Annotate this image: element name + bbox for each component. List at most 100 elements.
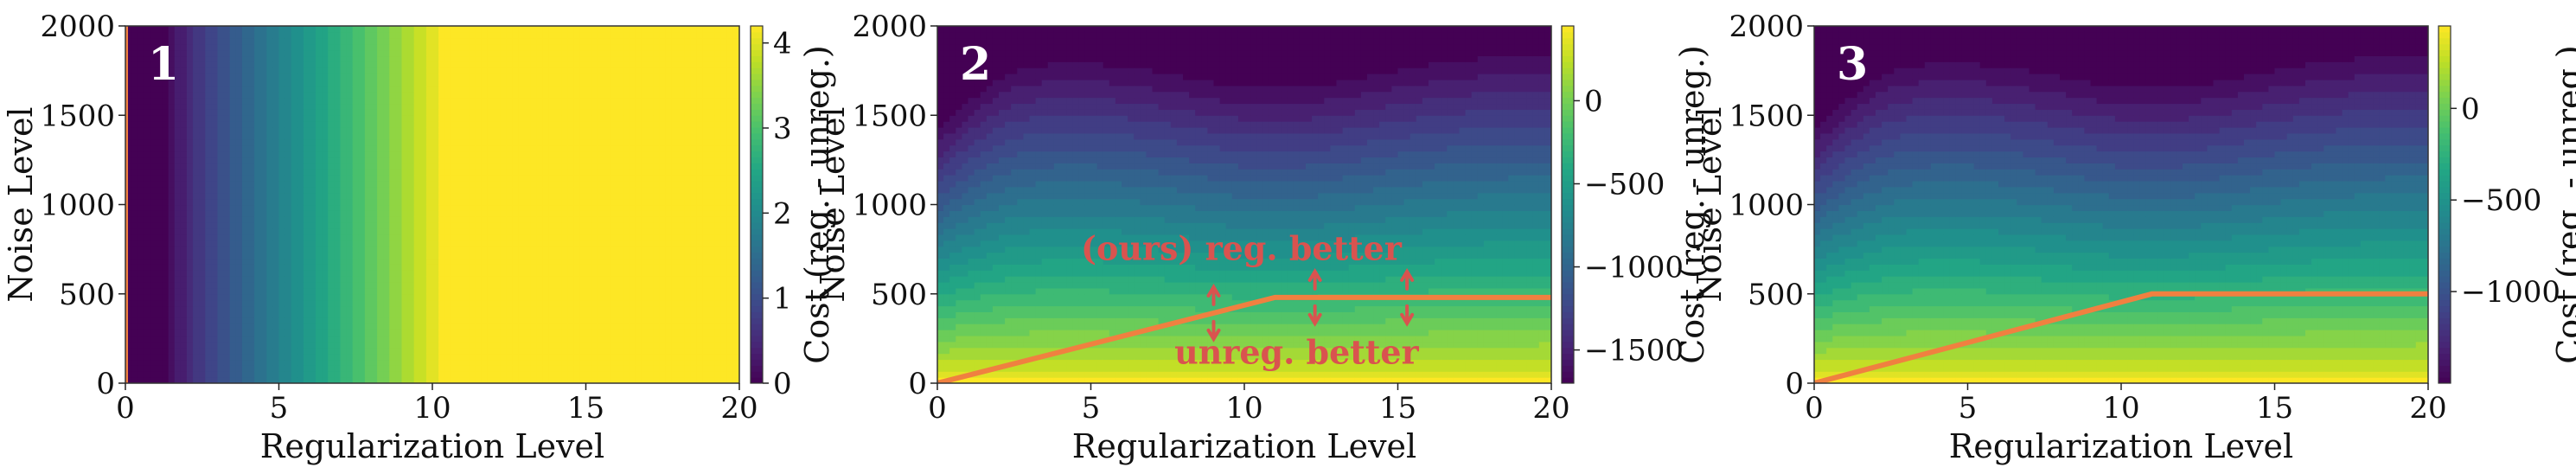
heatmap-cell [284, 61, 292, 68]
heatmap-cell [316, 67, 323, 74]
heatmap-cell [316, 121, 323, 128]
heatmap-cell [310, 341, 316, 349]
heatmap-cell [260, 311, 267, 318]
heatmap-cell [377, 210, 384, 217]
heatmap-cell [241, 377, 249, 383]
heatmap-cell [303, 144, 310, 152]
heatmap-cell [193, 109, 200, 116]
heatmap-cell [419, 371, 427, 378]
heatmap-cell [316, 287, 323, 295]
heatmap-cell [168, 377, 176, 383]
heatmap-cell [524, 121, 532, 128]
heatmap-cell [629, 26, 636, 33]
heatmap-cell [475, 264, 483, 271]
heatmap-cell [162, 127, 169, 134]
heatmap-cell [248, 281, 255, 289]
heatmap-cell [561, 26, 568, 33]
heatmap-cell [438, 222, 445, 229]
heatmap-cell [156, 365, 163, 372]
heatmap-cell [205, 67, 212, 74]
heatmap-cell [518, 335, 526, 343]
heatmap-cell [248, 246, 255, 253]
heatmap-cell [131, 121, 138, 128]
heatmap-cell [125, 311, 132, 318]
heatmap-cell [297, 61, 304, 68]
heatmap-cell [346, 97, 354, 105]
heatmap-cell [518, 67, 526, 74]
heatmap-cell [598, 210, 605, 217]
heatmap-cell [328, 210, 335, 217]
heatmap-cell [310, 317, 316, 324]
heatmap-cell [395, 293, 403, 301]
heatmap-cell [180, 163, 188, 170]
heatmap-cell [629, 121, 636, 128]
heatmap-cell [316, 330, 323, 336]
heatmap-cell [241, 299, 249, 307]
heatmap-cell [573, 258, 580, 265]
heatmap-cell [174, 186, 182, 194]
heatmap-cell [487, 371, 495, 378]
heatmap-cell [561, 317, 568, 324]
heatmap-cell [530, 323, 538, 330]
heatmap-cell [328, 377, 335, 383]
heatmap-cell [156, 359, 163, 366]
heatmap-cell [364, 175, 372, 182]
heatmap-cell [591, 204, 599, 211]
heatmap-cell [469, 305, 476, 312]
heatmap-cell [131, 67, 138, 74]
heatmap-cell [598, 43, 605, 51]
heatmap-cell [248, 151, 255, 158]
heatmap-cell [419, 240, 427, 247]
heatmap-cell [291, 264, 298, 271]
heatmap-cell [512, 222, 519, 229]
heatmap-cell [475, 270, 483, 277]
heatmap-cell [475, 365, 483, 372]
heatmap-cell [174, 317, 182, 324]
heatmap-cell [223, 192, 231, 200]
heatmap-cell [174, 103, 182, 110]
heatmap-cell [168, 43, 176, 51]
heatmap-cell [229, 157, 237, 163]
heatmap-cell [364, 127, 372, 134]
heatmap-cell [451, 109, 457, 116]
heatmap-cell [512, 127, 519, 134]
heatmap-cell [229, 210, 237, 217]
heatmap-cell [364, 323, 372, 330]
heatmap-cell [266, 151, 273, 158]
heatmap-cell [364, 228, 372, 235]
heatmap-cell [524, 67, 532, 74]
heatmap-cell [591, 353, 599, 361]
heatmap-cell [555, 138, 562, 146]
heatmap-cell [260, 144, 267, 152]
heatmap-cell [180, 37, 188, 45]
heatmap-cell [248, 132, 255, 140]
heatmap-cell [144, 132, 150, 140]
heatmap-cell [419, 169, 427, 176]
heatmap-cell [395, 305, 403, 312]
heatmap-cell [193, 335, 200, 343]
heatmap-cell [444, 240, 451, 247]
heatmap-cell [371, 299, 378, 307]
heatmap-cell [364, 365, 372, 372]
heatmap-cell [512, 323, 519, 330]
heatmap-cell [518, 287, 526, 295]
heatmap-cell [610, 305, 617, 312]
heatmap-cell [150, 252, 157, 259]
heatmap-cell [144, 198, 150, 206]
heatmap-cell [211, 79, 219, 86]
heatmap-cell [266, 347, 273, 355]
heatmap-cell [530, 276, 538, 283]
heatmap-cell [150, 246, 157, 253]
heatmap-cell [457, 353, 464, 361]
heatmap-cell [144, 293, 150, 301]
heatmap-cell [235, 26, 243, 33]
heatmap-cell [500, 74, 507, 80]
heatmap-cell [223, 287, 231, 295]
heatmap-cell [469, 175, 476, 182]
heatmap-cell [162, 276, 169, 283]
heatmap-cell [469, 359, 476, 366]
heatmap-cell [585, 305, 593, 312]
heatmap-cell [438, 169, 445, 176]
heatmap-cell [168, 365, 176, 372]
heatmap-cell [248, 335, 255, 343]
